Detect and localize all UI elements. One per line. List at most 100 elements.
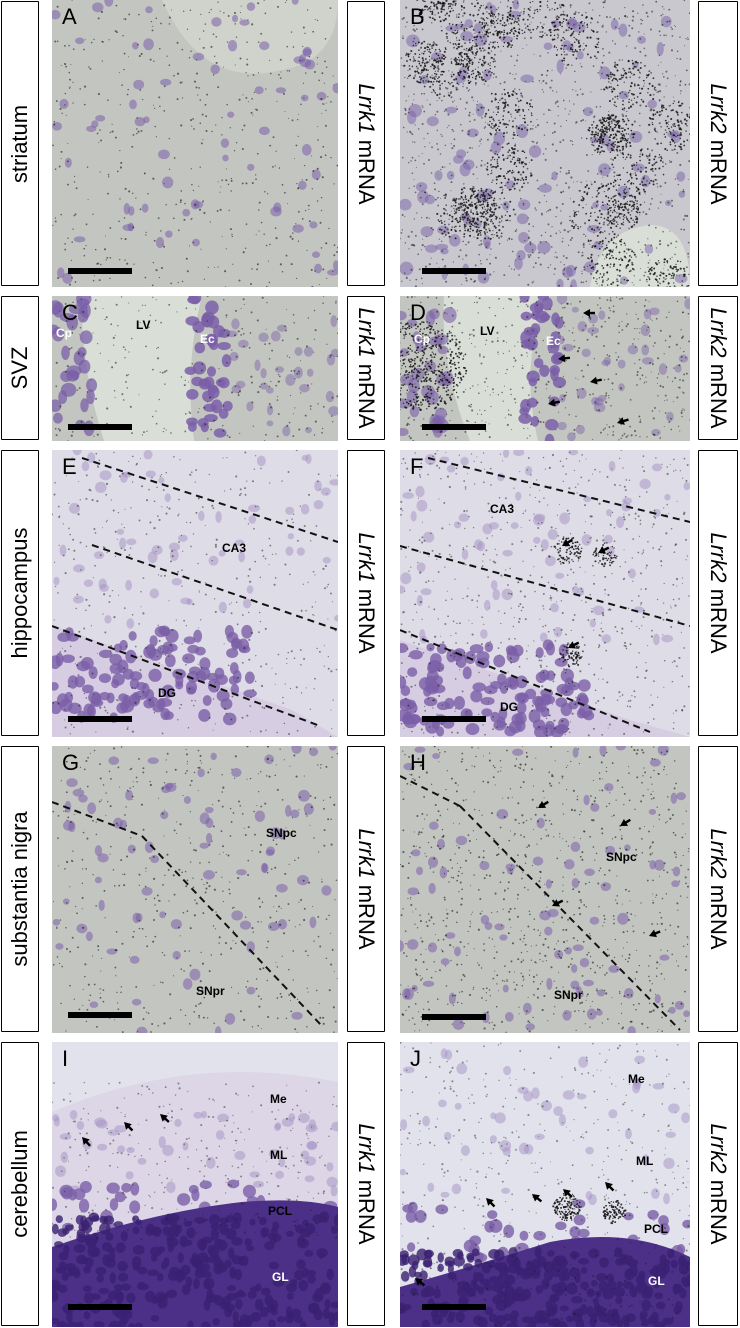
micrograph-image — [52, 450, 338, 737]
micrograph-panel-b: B — [400, 0, 690, 287]
micrograph-panel-g: G SNpc SNpr — [52, 746, 338, 1033]
probe-label-lrrk2: Lrrk2 mRNA — [698, 450, 738, 736]
panel-letter: C — [62, 300, 78, 325]
region-label-ml: ML — [636, 1154, 654, 1168]
region-label-ec: Ec — [546, 334, 561, 348]
scale-bar — [68, 424, 132, 430]
probe-label-lrrk1: Lrrk1 mRNA — [347, 1, 385, 286]
micrograph-panel-h: H SNpc SNpr — [400, 746, 690, 1033]
probe-suffix: mRNA — [706, 582, 731, 654]
probe-suffix: mRNA — [706, 133, 731, 205]
region-label-lv: LV — [136, 318, 151, 332]
region-label-me: Me — [270, 1092, 287, 1106]
region-label-cerebellum: cerebellum — [1, 1042, 39, 1326]
scale-bar — [422, 268, 486, 274]
probe-suffix: mRNA — [354, 1173, 379, 1245]
probe-label-lrrk1: Lrrk1 mRNA — [347, 1042, 385, 1326]
probe-suffix: mRNA — [354, 878, 379, 950]
micrograph-image — [400, 296, 690, 441]
gene-name: Lrrk1 — [354, 307, 379, 358]
micrograph-image — [400, 746, 690, 1033]
micrograph-panel-d: D Cp LV Ec — [400, 296, 690, 441]
gene-name: Lrrk2 — [706, 532, 731, 583]
micrograph-panel-f: F CA3 DG — [400, 450, 690, 737]
micrograph-panel-e: E CA3 DG — [52, 450, 338, 737]
panel-letter: H — [410, 750, 426, 775]
probe-suffix: mRNA — [354, 357, 379, 429]
probe-label-lrrk2: Lrrk2 mRNA — [698, 1042, 738, 1326]
gene-name: Lrrk1 — [354, 828, 379, 879]
probe-label-lrrk2: Lrrk2 mRNA — [698, 1, 738, 286]
micrograph-panel-i: I Me ML PCL GL — [52, 1042, 338, 1327]
region-label-dg: DG — [158, 686, 176, 700]
gene-name: Lrrk1 — [354, 82, 379, 134]
region-label-hippocampus: hippocampus — [1, 450, 39, 736]
region-label-text: hippocampus — [7, 527, 32, 659]
micrograph-image — [400, 450, 690, 737]
region-label-text: SVZ — [7, 346, 32, 390]
scale-bar — [68, 716, 132, 722]
region-label-ml: ML — [270, 1148, 288, 1162]
panel-letter: J — [410, 1046, 421, 1071]
panel-letter: A — [62, 4, 77, 29]
region-label-pcl: PCL — [644, 1222, 668, 1236]
micrograph-panel-c: C Cp LV Ec — [52, 296, 338, 441]
scale-bar — [68, 268, 132, 274]
region-label-substantia-nigra: substantia nigra — [1, 746, 39, 1032]
gene-name: Lrrk2 — [706, 307, 731, 358]
micrograph-panel-a: A — [52, 0, 338, 287]
region-label-gl: GL — [272, 1270, 289, 1284]
scale-bar — [422, 424, 486, 430]
probe-label-lrrk1: Lrrk1 mRNA — [347, 296, 385, 440]
region-label-pcl: PCL — [268, 1204, 292, 1218]
gene-name: Lrrk2 — [706, 828, 731, 879]
micrograph-panel-j: J Me ML PCL GL — [400, 1042, 690, 1327]
gene-name: Lrrk2 — [706, 1123, 731, 1174]
micrograph-image — [52, 296, 338, 441]
region-label-snpc: SNpc — [606, 850, 637, 864]
probe-suffix: mRNA — [706, 1173, 731, 1245]
probe-suffix: mRNA — [354, 133, 379, 205]
micrograph-image — [52, 746, 338, 1033]
region-label-text: cerebellum — [7, 1130, 32, 1238]
scale-bar — [422, 716, 486, 722]
region-label-text: substantia nigra — [7, 811, 32, 967]
scale-bar — [422, 1304, 486, 1310]
probe-suffix: mRNA — [706, 878, 731, 950]
probe-label-lrrk1: Lrrk1 mRNA — [347, 450, 385, 736]
micrograph-image — [400, 0, 690, 287]
probe-suffix: mRNA — [354, 582, 379, 654]
region-label-ec: Ec — [200, 332, 215, 346]
panel-letter: G — [62, 750, 80, 775]
probe-label-lrrk2: Lrrk2 mRNA — [698, 746, 738, 1032]
region-label-cp: Cp — [56, 326, 72, 340]
micrograph-image — [52, 0, 338, 287]
panel-letter: F — [410, 454, 424, 479]
region-label-snpr: SNpr — [554, 988, 583, 1002]
region-label-text: striatum — [7, 104, 32, 183]
micrograph-image — [400, 1042, 690, 1327]
region-label-gl: GL — [648, 1274, 665, 1288]
probe-label-lrrk2: Lrrk2 mRNA — [698, 296, 738, 440]
probe-suffix: mRNA — [706, 357, 731, 429]
probe-label-lrrk1: Lrrk1 mRNA — [347, 746, 385, 1032]
region-label-svz: SVZ — [1, 296, 39, 440]
region-label-snpr: SNpr — [196, 984, 225, 998]
panel-letter: I — [62, 1046, 69, 1071]
region-label-ca3: CA3 — [222, 541, 247, 555]
region-label-snpc: SNpc — [266, 826, 297, 840]
region-label-me: Me — [628, 1072, 645, 1086]
region-label-cp: Cp — [414, 332, 430, 346]
gene-name: Lrrk2 — [706, 82, 731, 134]
scale-bar — [422, 1014, 486, 1020]
region-label-dg: DG — [500, 700, 518, 714]
region-label-striatum: striatum — [1, 1, 39, 286]
panel-letter: E — [62, 454, 77, 479]
region-label-lv: LV — [480, 324, 495, 338]
scale-bar — [68, 1304, 132, 1310]
gene-name: Lrrk1 — [354, 532, 379, 583]
panel-letter: D — [410, 300, 426, 325]
panel-letter: B — [410, 4, 425, 29]
region-label-ca3: CA3 — [490, 502, 515, 516]
scale-bar — [68, 1012, 132, 1018]
